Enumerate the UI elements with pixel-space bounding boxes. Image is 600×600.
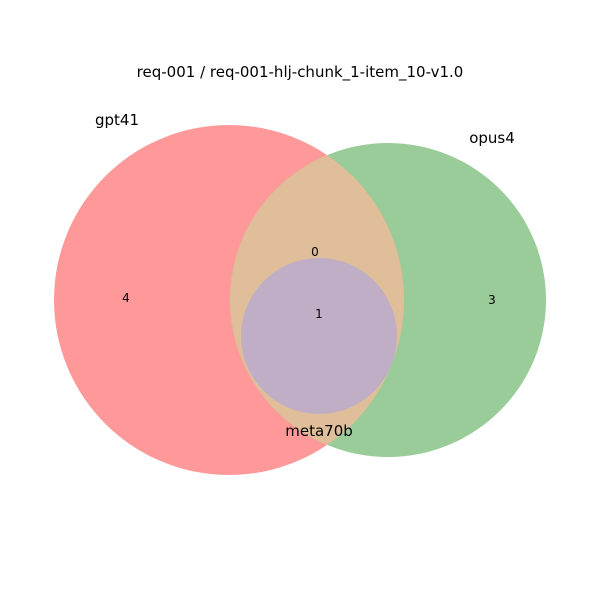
region-count-all-three: 1 <box>315 307 323 321</box>
set-label-gpt41: gpt41 <box>95 111 139 129</box>
diagram-title: req-001 / req-001-hlj-chunk_1-item_10-v1… <box>137 63 464 82</box>
region-count-gpt41-opus4: 0 <box>311 245 319 259</box>
set-label-opus4: opus4 <box>469 129 515 147</box>
region-count-gpt41-only: 4 <box>122 291 130 305</box>
set-label-meta70b: meta70b <box>285 422 353 440</box>
meta70b-circle <box>241 258 397 414</box>
region-count-opus4-only: 3 <box>488 293 496 307</box>
